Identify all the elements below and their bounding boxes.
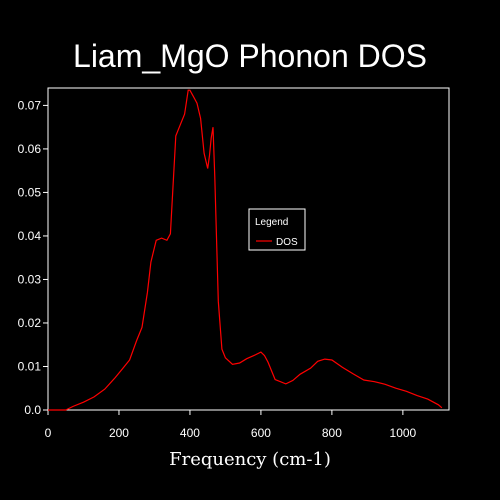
legend-box [248, 208, 306, 251]
x-tick-label: 1000 [390, 426, 417, 440]
y-tick-label: 0.01 [18, 359, 42, 373]
y-tick-label: 0.0 [24, 403, 41, 417]
y-tick-label: 0.03 [18, 272, 42, 286]
y-tick-label: 0.02 [18, 316, 42, 330]
x-axis: 0 200 400 600 800 1000 [45, 410, 417, 440]
x-tick-label: 0 [45, 426, 52, 440]
y-tick-label: 0.06 [18, 142, 42, 156]
y-tick-label: 0.05 [18, 185, 42, 199]
y-tick-label: 0.04 [18, 229, 42, 243]
x-tick-label: 800 [322, 426, 342, 440]
legend-entry-dos: DOS [276, 237, 298, 248]
legend-title: Legend [255, 217, 288, 228]
chart-title: Liam_MgO Phonon DOS [73, 38, 427, 74]
x-tick-label: 600 [251, 426, 271, 440]
x-tick-label: 400 [180, 426, 200, 440]
legend: Legend DOS [248, 208, 306, 251]
x-axis-label: Frequency (cm-1) [169, 449, 331, 470]
plot-frame [47, 87, 450, 411]
series-line-dos [48, 89, 443, 411]
y-tick-label: 0.07 [18, 98, 42, 112]
x-tick-label: 200 [109, 426, 129, 440]
y-axis: 0.0 0.01 0.02 0.03 0.04 0.05 0.06 0.07 [18, 98, 48, 417]
